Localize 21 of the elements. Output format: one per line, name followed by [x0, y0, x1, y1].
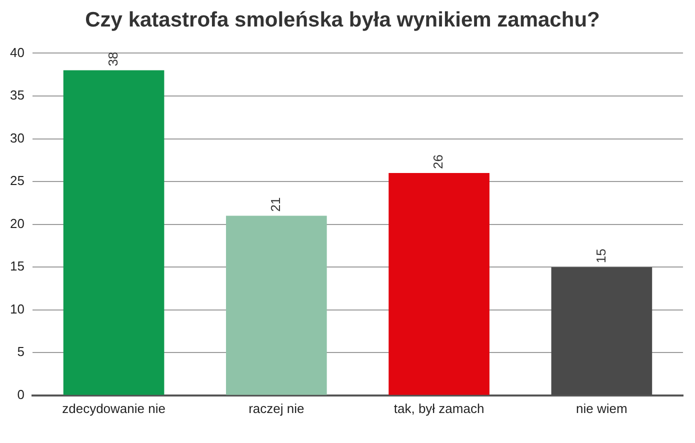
- y-tick-label: 15: [10, 258, 24, 274]
- data-label: 38: [105, 52, 120, 66]
- x-tick-label: tak, był zamach: [394, 400, 484, 416]
- x-tick-label: nie wiem: [576, 400, 628, 416]
- chart-title: Czy katastrofa smoleńska była wynikiem zamachu?: [85, 8, 600, 32]
- data-label: 26: [430, 154, 446, 169]
- bar: [63, 70, 164, 395]
- y-tick-label: 0: [17, 386, 24, 402]
- bar: [388, 172, 490, 395]
- y-tick-label: 10: [10, 301, 24, 316]
- y-tick-label: 20: [10, 216, 24, 231]
- bar: [226, 216, 327, 395]
- x-tick-label: zdecydowanie nie: [62, 400, 166, 416]
- data-label: 21: [268, 197, 283, 212]
- data-label: 15: [593, 248, 608, 264]
- x-tick-label: raczej nie: [248, 400, 304, 416]
- y-tick-label: 30: [10, 130, 24, 146]
- y-tick-label: 40: [10, 44, 24, 60]
- y-tick-label: 5: [17, 344, 24, 360]
- y-tick-label: 35: [10, 88, 24, 103]
- y-tick-label: 25: [10, 173, 24, 188]
